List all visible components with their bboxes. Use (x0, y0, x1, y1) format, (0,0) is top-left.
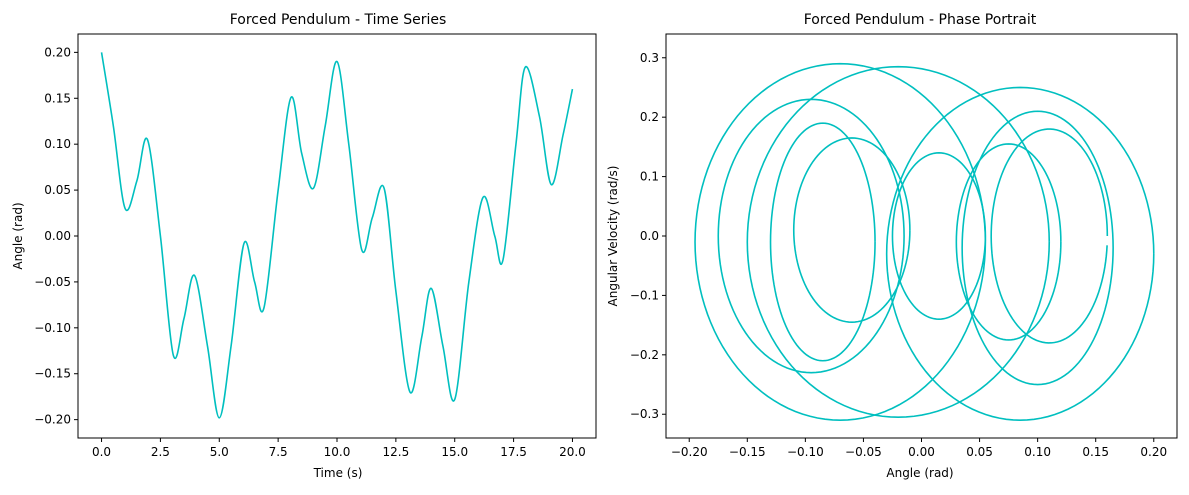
time-series-title: Forced Pendulum - Time Series (230, 12, 447, 28)
phase-portrait-loop-1 (694, 62, 987, 421)
phase-portrait-loop-7 (792, 137, 911, 323)
time-series-x-tick-label: 12.5 (383, 445, 410, 459)
phase-portrait-loop-2 (746, 65, 1051, 419)
time-series-x-tick-label: 17.5 (500, 445, 527, 459)
phase-portrait-x-tick-label: 0.20 (1140, 445, 1167, 459)
time-series-y-tick-label: −0.20 (34, 413, 71, 427)
phase-portrait-y-tick-label: −0.3 (630, 407, 659, 421)
phase-portrait-x-tick-label: −0.10 (787, 445, 824, 459)
time-series-x-tick-label: 10.0 (324, 445, 351, 459)
phase-portrait-y-tick-label: 0.0 (640, 229, 659, 243)
time-series-x-tick-label: 5.0 (210, 445, 229, 459)
phase-portrait-title: Forced Pendulum - Phase Portrait (804, 12, 1037, 28)
phase-portrait-y-tick-label: 0.1 (640, 170, 659, 184)
time-series-x-tick-label: 20.0 (559, 445, 586, 459)
time-series-y-tick-label: −0.10 (34, 321, 71, 335)
phase-portrait-loop-0 (885, 86, 1155, 421)
time-series-y-tick-label: −0.05 (34, 275, 71, 289)
time-series-x-tick-label: 7.5 (269, 445, 288, 459)
time-series-y-tick-label: −0.15 (34, 367, 71, 381)
time-series-x-tick-label: 15.0 (441, 445, 468, 459)
phase-portrait-y-tick-label: −0.2 (630, 348, 659, 362)
phase-portrait-loop-9 (990, 128, 1109, 344)
phase-portrait-plot-area: −0.20 −0.15 −0.10 −0.05 0.00 0.05 0.10 0.15 0.20… (630, 33, 1178, 459)
time-series-x-tick-label: 2.5 (151, 445, 170, 459)
time-series-y-tick-label: 0.05 (44, 183, 71, 197)
time-series-x-tick-label: 0.0 (92, 445, 111, 459)
phase-portrait-x-tick-label: 0.00 (908, 445, 935, 459)
time-series-y-axis-label: Angle (rad) (11, 202, 25, 269)
phase-portrait-loop-3 (961, 110, 1114, 386)
time-series-y-tick-label: 0.00 (44, 229, 71, 243)
phase-portrait-x-tick-label: 0.10 (1024, 445, 1051, 459)
phase-portrait-y-tick-label: −0.1 (630, 288, 659, 302)
phase-portrait-y-tick-label: 0.2 (640, 110, 659, 124)
phase-portrait-panel: Forced Pendulum - Phase Portrait −0.20 −0… (606, 12, 1178, 480)
phase-portrait-x-tick-label: 0.05 (966, 445, 993, 459)
time-series-y-tick-label: 0.10 (44, 137, 71, 151)
time-series-x-axis-label: Time (s) (313, 466, 363, 480)
phase-portrait-loop-5 (769, 122, 876, 362)
phase-portrait-x-tick-label: −0.15 (729, 445, 766, 459)
time-series-y-tick-label: 0.15 (44, 91, 71, 105)
phase-portrait-x-tick-label: −0.20 (671, 445, 708, 459)
time-series-line (100, 52, 574, 419)
time-series-plot-area: 0.0 2.5 5.0 7.5 10.0 12.5 15.0 17.5 20.0 −0.20 −0.… (34, 33, 597, 459)
phase-portrait-y-axis-label: Angular Velocity (rad/s) (606, 166, 620, 307)
time-series-panel: Forced Pendulum - Time Series 0.0 2.5 5.0 7… (11, 12, 597, 480)
phase-portrait-x-axis-label: Angle (rad) (886, 466, 953, 480)
phase-portrait-loop-4 (717, 98, 905, 374)
phase-portrait-x-tick-label: −0.05 (845, 445, 882, 459)
phase-portrait-loop-8 (955, 143, 1062, 341)
phase-portrait-y-tick-label: 0.3 (640, 51, 659, 65)
phase-portrait-loop-6 (891, 152, 987, 320)
time-series-y-tick-label: 0.20 (44, 45, 71, 59)
phase-portrait-x-tick-label: 0.15 (1082, 445, 1109, 459)
